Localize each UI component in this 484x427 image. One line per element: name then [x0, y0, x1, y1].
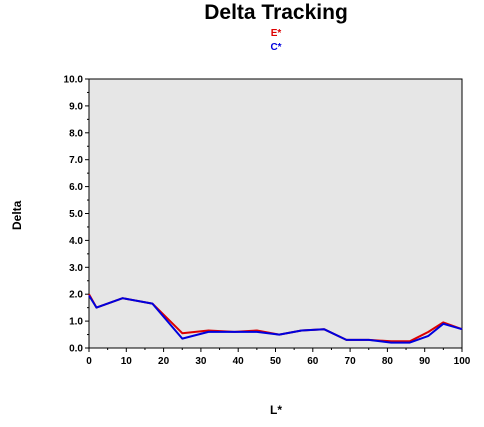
y-tick-label: 2.0	[69, 290, 83, 301]
chart-title: Delta Tracking	[204, 1, 348, 24]
y-tick-label: 10.0	[64, 75, 84, 86]
x-tick-label: 20	[158, 356, 170, 367]
x-axis-label: L*	[270, 403, 282, 417]
x-tick-label: 40	[233, 356, 245, 367]
x-tick-label: 0	[86, 356, 92, 367]
x-tick-label: 80	[382, 356, 394, 367]
y-tick-label: 1.0	[69, 317, 83, 328]
legend-entry-e: E*	[270, 28, 282, 39]
series-line-c	[88, 294, 463, 344]
y-tick-label: 3.0	[69, 263, 83, 274]
y-tick-label: 9.0	[69, 101, 83, 112]
plot-background	[88, 78, 463, 349]
x-tick-label: 90	[419, 356, 431, 367]
y-tick-label: 8.0	[69, 128, 83, 139]
x-tick-label: 60	[307, 356, 319, 367]
y-tick-label: 6.0	[69, 182, 83, 193]
y-tick-label: 4.0	[69, 236, 83, 247]
x-tick-label: 70	[345, 356, 357, 367]
x-tick-label: 10	[121, 356, 133, 367]
y-tick-label: 0.0	[69, 344, 83, 355]
x-tick-label: 50	[270, 356, 282, 367]
y-tick-label: 5.0	[69, 209, 83, 220]
x-tick-label: 30	[195, 356, 207, 367]
legend-entry-c: C*	[270, 42, 282, 53]
y-tick-label: 7.0	[69, 155, 83, 166]
x-tick-label: 100	[454, 356, 471, 367]
